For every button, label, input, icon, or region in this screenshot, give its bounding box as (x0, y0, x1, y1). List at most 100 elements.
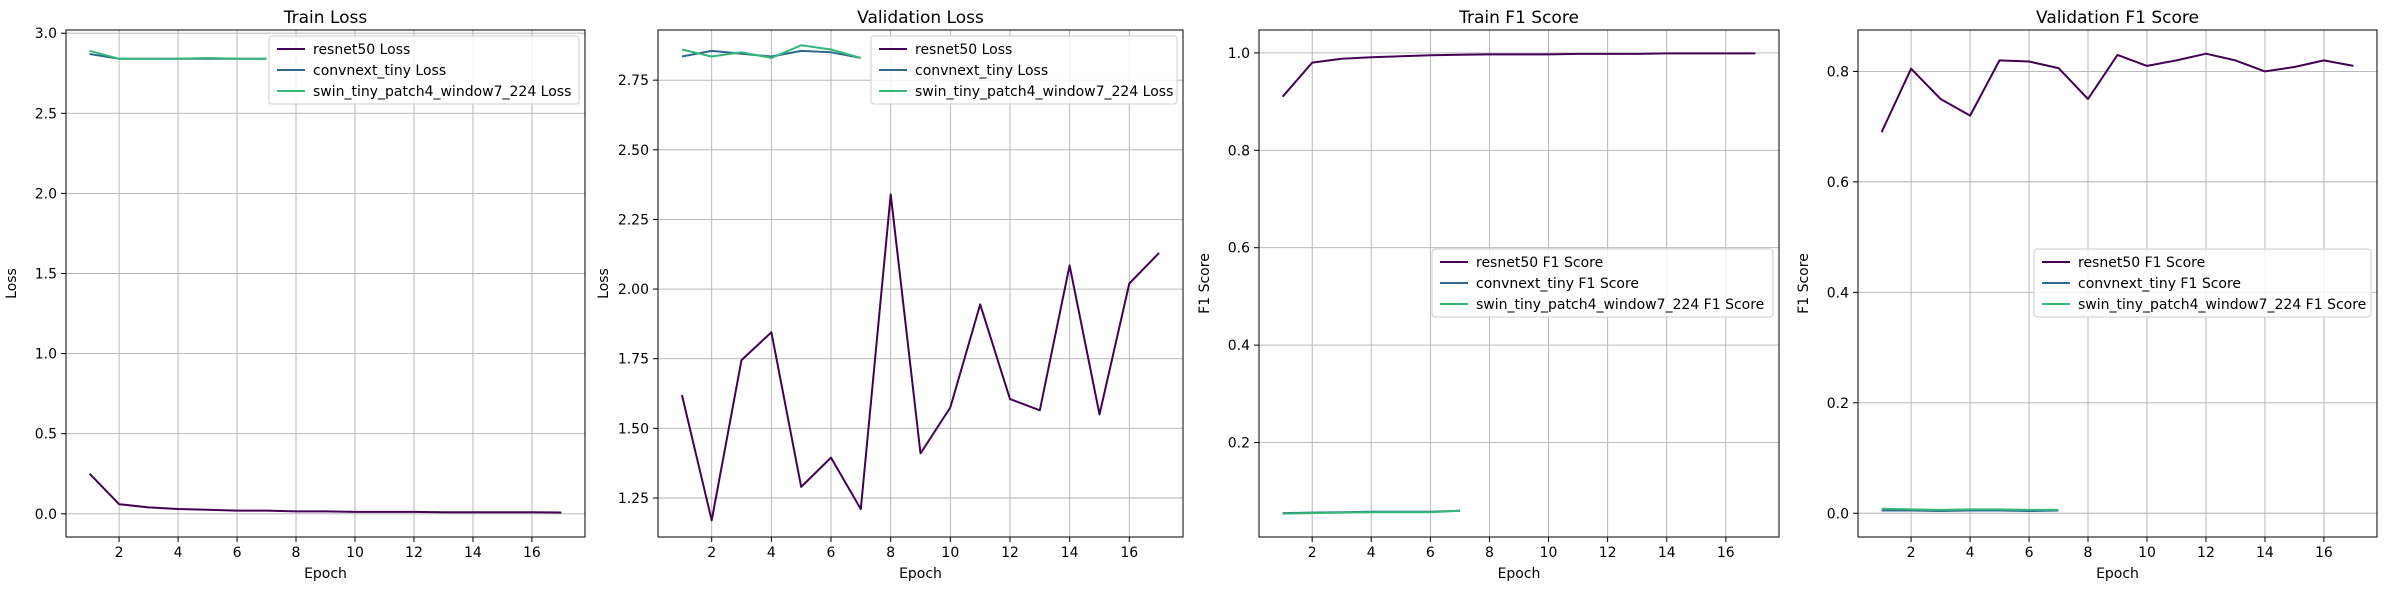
x-tick-label: 12 (1001, 545, 1019, 561)
y-tick-label: 0.8 (1228, 143, 1250, 159)
x-tick-label: 8 (292, 545, 301, 561)
legend-entry-1: resnet50 F1 Score (2078, 255, 2205, 271)
x-tick-label: 6 (1426, 545, 1435, 561)
x-tick-label: 4 (174, 545, 183, 561)
y-tick-label: 0.2 (1827, 396, 1849, 412)
y-tick-label: 2.0 (35, 186, 57, 202)
x-tick-label: 6 (233, 545, 242, 561)
y-tick-label: 0.4 (1827, 285, 1849, 301)
chart-title: Train Loss (283, 8, 368, 28)
chart-panel-2: 2 4 6 8 10 12 14 16 1.25 1.50 1.75 2.00 2.25 2.50 2.75… (596, 8, 1184, 582)
series-line-3 (1282, 509, 1460, 515)
x-tick-label: 16 (1717, 545, 1735, 561)
plot-frame (657, 29, 1184, 538)
y-tick-label: 1.25 (618, 491, 649, 507)
legend: resnet50 Loss convnext_tiny Loss swin_tiny… (268, 35, 580, 105)
chart-title: Validation Loss (857, 8, 984, 28)
x-tick-label: 8 (886, 545, 895, 561)
series-line-1 (680, 193, 1160, 522)
y-tick-label: 0.2 (1228, 436, 1250, 452)
legend: resnet50 F1 Score convnext_tiny F1 Score s… (2033, 248, 2372, 318)
x-tick-label: 10 (346, 545, 364, 561)
x-tick-label: 8 (1485, 545, 1494, 561)
x-tick-label: 4 (767, 545, 776, 561)
x-tick-label: 4 (1367, 545, 1376, 561)
series-line-2 (681, 49, 861, 59)
y-tick-label: 3.0 (35, 26, 57, 42)
plot-frame (1857, 29, 2378, 538)
legend-entry-3: swin_tiny_patch4_window7_224 Loss (313, 84, 571, 100)
chart-panel-3: 2 4 6 8 10 12 14 16 0.2 0.4 0.6 0.8 1.0 Train F1 Scor… (1197, 8, 1780, 582)
y-tick-label: 1.50 (618, 421, 649, 437)
legend-box (1431, 248, 1774, 318)
x-tick-label: 12 (405, 545, 423, 561)
chart-panel-4: 2 4 6 8 10 12 14 16 0.0 0.2 0.4 0.6 0.8 Validation F1… (1796, 8, 2378, 582)
plot-frame (1258, 29, 1780, 538)
x-tick-label: 2 (707, 545, 716, 561)
y-tick-label: 2.25 (618, 212, 649, 228)
x-axis-label: Epoch (1498, 566, 1541, 582)
legend-entry-2: convnext_tiny F1 Score (2078, 276, 2241, 292)
chart-title: Validation F1 Score (2036, 8, 2199, 28)
y-axis-label: Loss (596, 268, 612, 299)
series-line-3 (681, 44, 862, 59)
series-line-2 (1881, 509, 2059, 512)
x-tick-label: 12 (2197, 545, 2215, 561)
legend-entry-2: convnext_tiny F1 Score (1476, 276, 1639, 292)
y-tick-label: 1.0 (35, 347, 57, 363)
x-tick-label: 6 (2025, 545, 2034, 561)
series-line-3 (1881, 507, 2059, 511)
series-line-3 (89, 49, 267, 60)
x-tick-label: 16 (1120, 545, 1138, 561)
x-tick-label: 16 (2315, 545, 2333, 561)
x-tick-label: 2 (1308, 545, 1317, 561)
y-tick-label: 1.0 (1228, 46, 1250, 62)
legend: resnet50 F1 Score convnext_tiny F1 Score s… (1431, 248, 1774, 318)
y-tick-label: 2.75 (618, 73, 649, 89)
y-tick-label: 2.00 (618, 282, 649, 298)
x-tick-label: 14 (1061, 545, 1079, 561)
plot-frame (65, 29, 586, 538)
y-axis-label: F1 Score (1197, 253, 1213, 314)
x-tick-label: 2 (1907, 545, 1916, 561)
series-line-1 (1281, 52, 1756, 98)
y-tick-label: 0.6 (1827, 175, 1849, 191)
y-axis-label: F1 Score (1796, 253, 1812, 314)
y-tick-label: 0.5 (35, 427, 57, 443)
y-tick-label: 2.5 (35, 106, 57, 122)
legend-entry-2: convnext_tiny Loss (915, 63, 1048, 79)
legend-entry-1: resnet50 Loss (313, 42, 410, 58)
x-tick-label: 10 (2138, 545, 2156, 561)
y-axis-label: Loss (4, 268, 20, 299)
x-tick-label: 6 (827, 545, 836, 561)
legend-box (2033, 248, 2372, 318)
legend-entry-1: resnet50 F1 Score (1476, 255, 1603, 271)
y-tick-label: 0.8 (1827, 64, 1849, 80)
legend-box (268, 35, 580, 105)
x-tick-label: 2 (115, 545, 124, 561)
x-tick-label: 4 (1966, 545, 1975, 561)
chart-title: Train F1 Score (1458, 8, 1579, 28)
x-tick-label: 14 (464, 545, 482, 561)
y-tick-label: 0.4 (1228, 338, 1250, 354)
x-tick-label: 10 (941, 545, 959, 561)
x-axis-label: Epoch (304, 566, 347, 582)
x-tick-label: 14 (1658, 545, 1676, 561)
legend-entry-3: swin_tiny_patch4_window7_224 F1 Score (1476, 297, 1764, 313)
y-tick-label: 0.0 (1827, 506, 1849, 522)
series-line-1 (88, 473, 562, 514)
y-tick-label: 1.5 (35, 266, 57, 282)
legend: resnet50 Loss convnext_tiny Loss swin_tiny… (870, 35, 1178, 105)
legend-entry-3: swin_tiny_patch4_window7_224 Loss (915, 84, 1173, 100)
x-axis-label: Epoch (899, 566, 942, 582)
x-tick-label: 10 (1540, 545, 1558, 561)
series-line-1 (1880, 52, 2354, 133)
x-axis-label: Epoch (2096, 566, 2139, 582)
legend-entry-1: resnet50 Loss (915, 42, 1012, 58)
x-tick-label: 14 (2256, 545, 2274, 561)
y-tick-label: 0.6 (1228, 241, 1250, 257)
legend-entry-2: convnext_tiny Loss (313, 63, 446, 79)
y-tick-label: 0.0 (35, 507, 57, 523)
chart-panel-1: 2 4 6 8 10 12 14 16 0.0 0.5 1.0 1.5 2.0 2.5 3.0 Train L… (4, 8, 586, 582)
y-tick-label: 2.50 (618, 143, 649, 159)
